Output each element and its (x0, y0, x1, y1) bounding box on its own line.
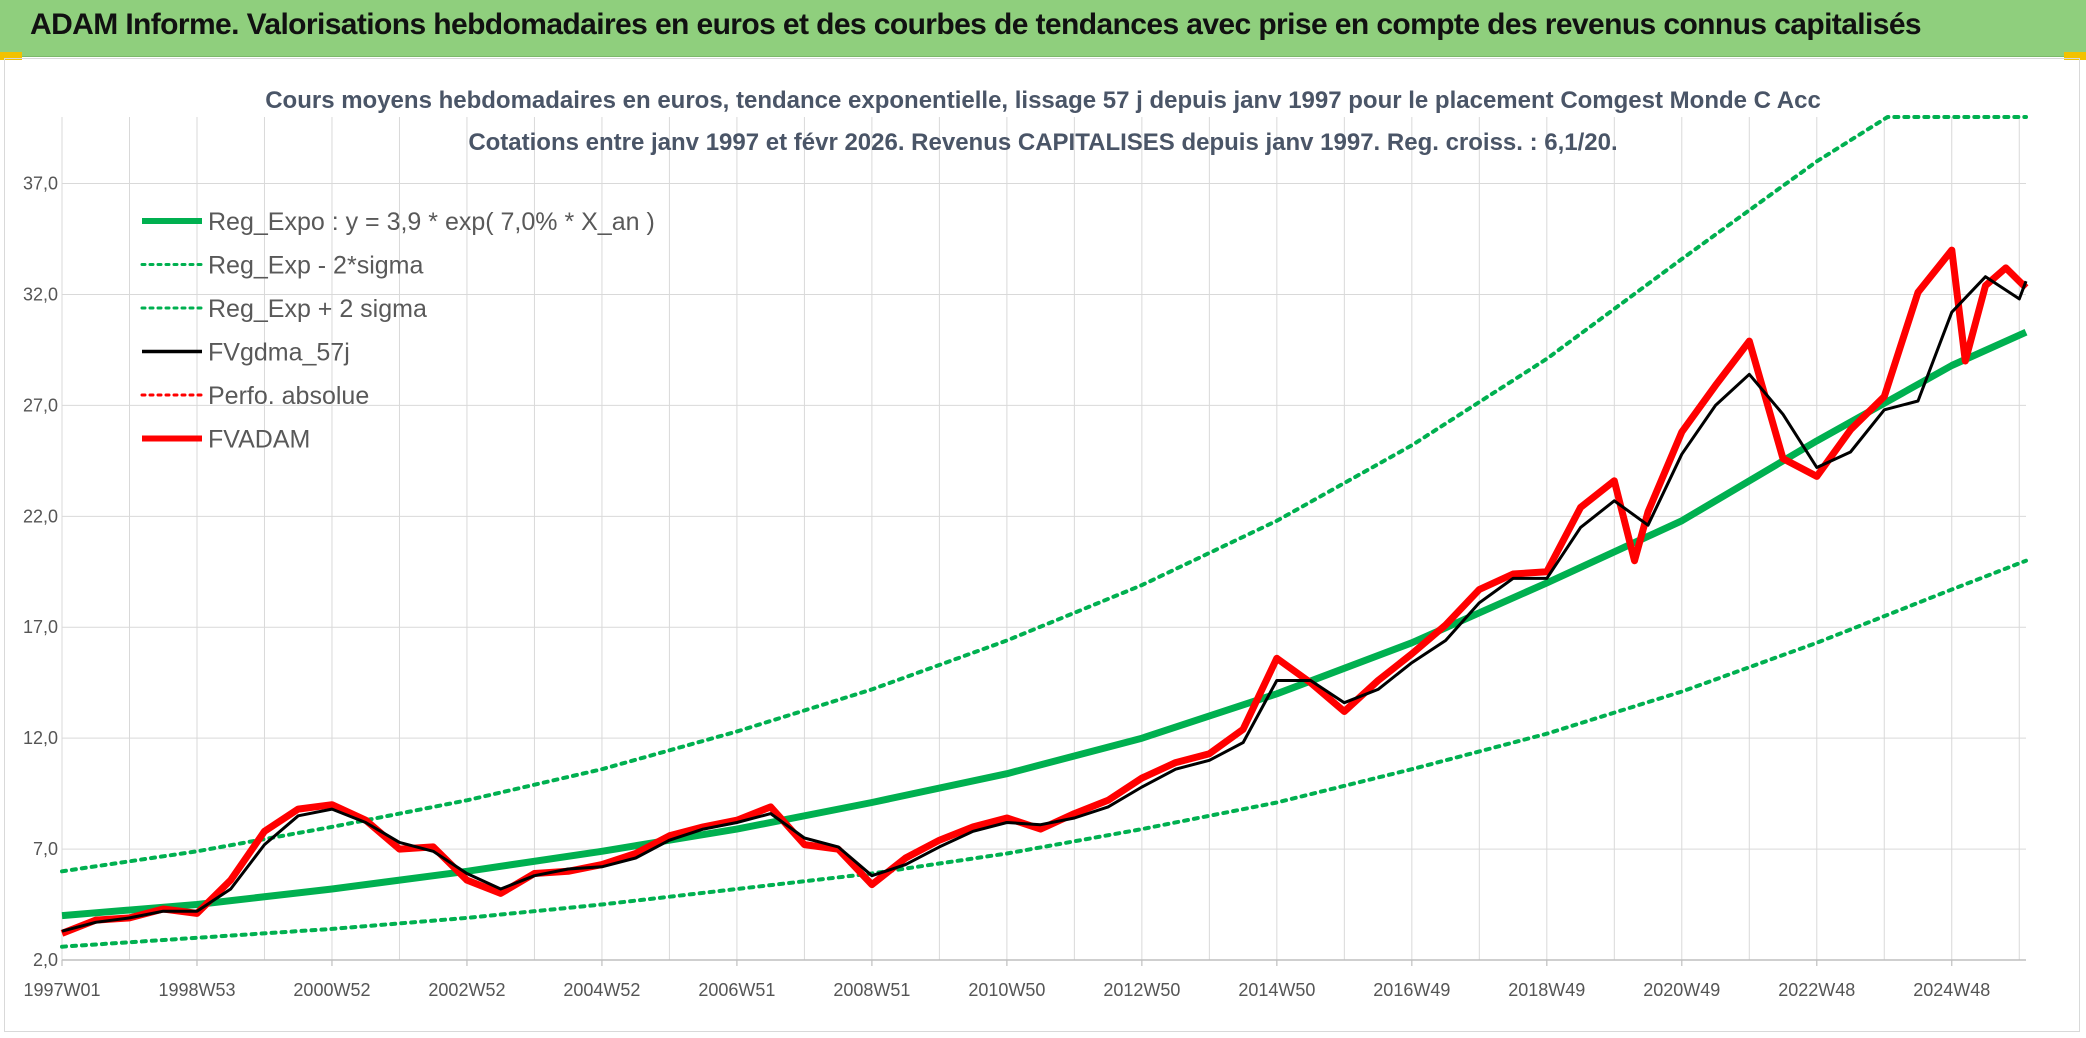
legend-label: Perfo. absolue (208, 382, 369, 410)
y-tick-label: 32,0 (23, 284, 58, 304)
x-tick-label: 2000W52 (293, 980, 370, 1000)
x-tick-label: 2018W49 (1508, 980, 1585, 1000)
legend-label: Reg_Exp + 2 sigma (208, 295, 427, 323)
chart-series (60, 115, 2029, 949)
legend-label: Reg_Exp - 2*sigma (208, 252, 423, 280)
y-tick-label: 2,0 (33, 950, 58, 970)
y-tick-label: 27,0 (23, 395, 58, 415)
x-tick-label: 2016W49 (1373, 980, 1450, 1000)
x-tick-label: 2010W50 (968, 980, 1045, 1000)
header-bar: ADAM Informe. Valorisations hebdomadaire… (0, 0, 2086, 57)
chart-legend: Reg_Expo : y = 3,9 * exp( 7,0% * X_an ) R… (140, 208, 655, 454)
x-tick-label: 2020W49 (1643, 980, 1720, 1000)
x-tick-label: 2006W51 (698, 980, 775, 1000)
y-tick-label: 37,0 (23, 174, 58, 194)
x-tick-label: 1998W53 (158, 980, 235, 1000)
series-line-2 (60, 115, 2028, 874)
chart-grid (61, 117, 2026, 961)
x-tick-label: 2024W48 (1913, 980, 1990, 1000)
y-axis: 2,0 7,0 12,0 17,0 22,0 27,0 32,0 37,0 (23, 174, 58, 970)
chart-title: Cours moyens hebdomadaires en euros, ten… (265, 87, 1821, 114)
corner-accent-right (2064, 52, 2086, 60)
x-tick-label: 2014W50 (1238, 980, 1315, 1000)
y-tick-label: 17,0 (23, 617, 58, 637)
x-tick-label: 2004W52 (563, 980, 640, 1000)
legend-label: FVgdma_57j (208, 339, 350, 367)
legend-label: FVADAM (208, 426, 310, 454)
x-tick-label: 2008W51 (833, 980, 910, 1000)
x-tick-label: 2002W52 (428, 980, 505, 1000)
x-tick-label: 2012W50 (1103, 980, 1180, 1000)
series-line-3 (61, 275, 2028, 933)
corner-accent-left (0, 52, 22, 60)
series-line-0 (61, 329, 2028, 920)
page-title: ADAM Informe. Valorisations hebdomadaire… (30, 8, 1922, 41)
y-tick-label: 7,0 (33, 839, 58, 859)
legend-label: Reg_Expo : y = 3,9 * exp( 7,0% * X_an ) (208, 208, 655, 236)
x-tick-label: 1997W01 (23, 980, 100, 1000)
chart-subtitle: Cotations entre janv 1997 et févr 2026. … (468, 129, 1617, 156)
y-tick-label: 22,0 (23, 506, 58, 526)
y-tick-label: 12,0 (23, 728, 58, 748)
x-tick-label: 2022W48 (1778, 980, 1855, 1000)
x-axis: 1997W01 1998W53 2000W52 2002W52 2004W52 2006W… (23, 960, 1990, 1000)
series-line-1 (60, 558, 2028, 949)
chart-frame (4, 58, 2080, 1032)
series-line-5 (60, 246, 2029, 937)
